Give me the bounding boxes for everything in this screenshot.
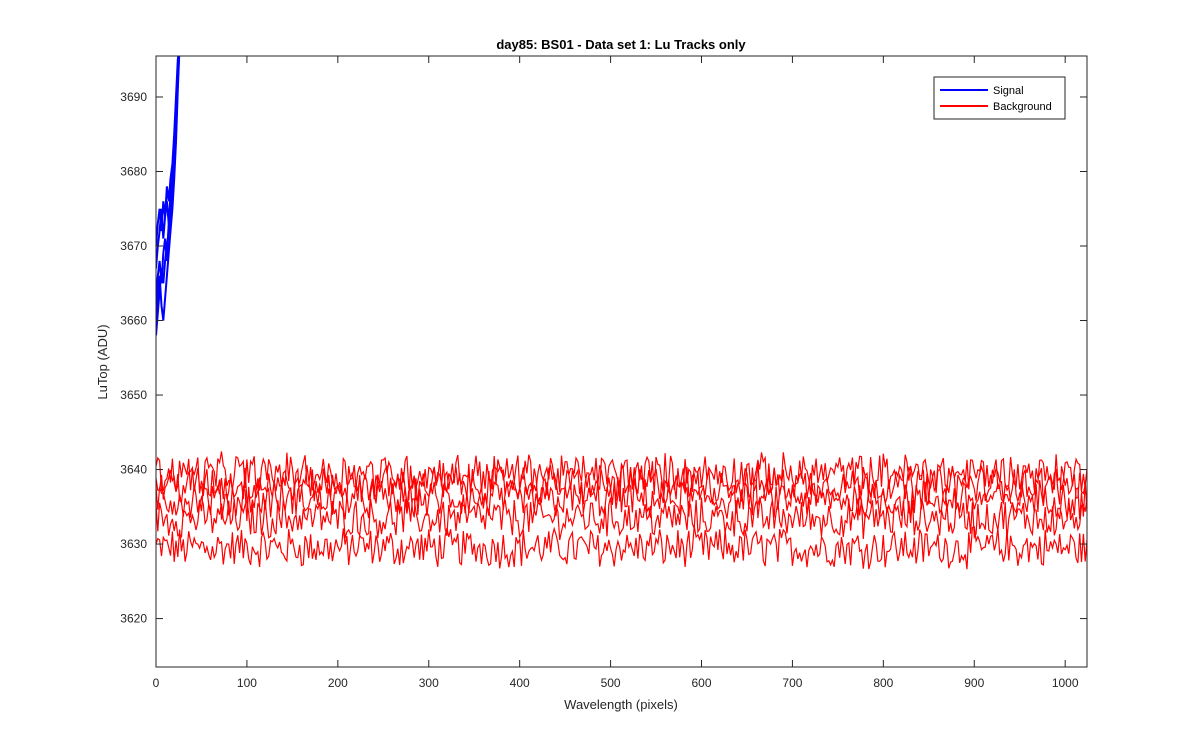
x-tick-label: 900 [964,676,984,690]
legend-entry-signal: Signal [993,85,1024,97]
series-layer [156,56,1087,570]
axes-box [155,55,1088,668]
y-tick-label: 3630 [120,537,147,551]
y-tick-label: 3680 [120,164,147,178]
background-series-line [156,525,1087,570]
x-tick-label: 300 [419,676,439,690]
plot-area [156,56,1087,667]
chart-title: day85: BS01 - Data set 1: Lu Tracks only [496,37,746,52]
x-tick-label: 400 [510,676,530,690]
x-axis-ticks: 0 100 200 300 400 500 600 700 800 900 1000 [153,56,1079,690]
x-tick-label: 100 [237,676,257,690]
y-tick-label: 3650 [120,388,147,402]
x-tick-label: 500 [601,676,621,690]
y-tick-label: 3640 [120,463,147,477]
signal-series-line [156,56,181,321]
y-tick-label: 3660 [120,314,147,328]
y-tick-label: 3690 [120,90,147,104]
y-tick-label: 3620 [120,612,147,626]
signal-series-line [156,56,180,247]
x-axis-label: Wavelength (pixels) [564,697,678,712]
background-series-line [156,494,1087,541]
legend-box [933,76,1066,120]
x-tick-label: 200 [328,676,348,690]
x-tick-label: 800 [873,676,893,690]
background-series-line [156,451,1087,495]
x-tick-label: 0 [153,676,160,690]
y-axis-label: LuTop (ADU) [95,324,110,399]
background-series-line [156,478,1087,522]
legend-entry-background: Background [993,101,1052,113]
legend: Signal Background [933,76,1066,120]
x-tick-label: 600 [691,676,711,690]
y-axis-ticks: 3620 3630 3640 3650 3660 3670 3680 3690 [120,90,1087,626]
x-tick-label: 1000 [1052,676,1079,690]
x-tick-label: 700 [782,676,802,690]
y-tick-label: 3670 [120,239,147,253]
